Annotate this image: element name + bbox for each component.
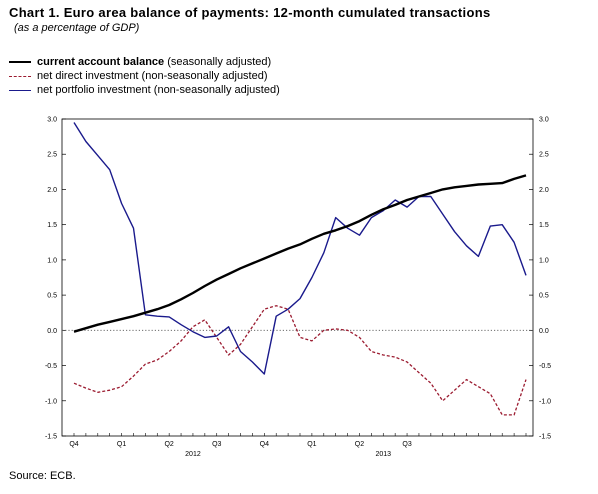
y-tick-label-right: -1.0 [539, 398, 551, 405]
y-tick-label-left: -1.5 [45, 434, 57, 441]
y-tick-label-right: 2.0 [539, 187, 549, 194]
y-tick-label-left: 3.0 [47, 117, 57, 124]
x-tick-label: Q3 [212, 441, 221, 448]
y-tick-label-right: -0.5 [539, 363, 551, 370]
y-tick-label-left: 1.0 [47, 257, 57, 264]
x-tick-label: Q2 [164, 441, 173, 448]
legend-item-current-account: current account balance (seasonally adju… [9, 55, 280, 69]
chart-title: Chart 1. Euro area balance of payments: … [9, 5, 491, 20]
y-tick-label-left: 2.5 [47, 152, 57, 159]
y-tick-label-right: 3.0 [539, 117, 549, 124]
legend-swatch-portfolio-investment [9, 89, 31, 91]
y-tick-label-right: 1.5 [539, 222, 549, 229]
legend: current account balance (seasonally adju… [9, 55, 280, 97]
legend-label-rest: (seasonally adjusted) [164, 56, 272, 68]
x-year-label: 2012 [185, 451, 201, 458]
legend-item-direct-investment: net direct investment (non-seasonally ad… [9, 69, 280, 83]
y-tick-label-left: -1.0 [45, 398, 57, 405]
legend-label: current account balance (seasonally adju… [37, 56, 271, 68]
y-tick-label-left: 2.0 [47, 187, 57, 194]
x-year-label: 2013 [375, 451, 391, 458]
y-tick-label-left: 0.5 [47, 293, 57, 300]
y-tick-label-left: 1.5 [47, 222, 57, 229]
legend-item-portfolio-investment: net portfolio investment (non-seasonally… [9, 83, 280, 97]
y-tick-label-right: 0.5 [539, 293, 549, 300]
source-note: Source: ECB. [9, 470, 76, 482]
x-tick-label: Q2 [355, 441, 364, 448]
x-tick-label: Q3 [402, 441, 411, 448]
y-tick-label-right: -1.5 [539, 434, 551, 441]
legend-swatch-current-account [9, 61, 31, 63]
x-tick-label: Q1 [307, 441, 316, 448]
series-line-direct-investment [73, 305, 527, 416]
x-tick-label: Q1 [117, 441, 126, 448]
y-tick-label-right: 2.5 [539, 152, 549, 159]
x-tick-label: Q4 [69, 441, 78, 448]
plot-frame [61, 118, 534, 437]
legend-label: net direct investment (non-seasonally ad… [37, 70, 268, 82]
series-line-current-account [73, 174, 527, 333]
legend-label: net portfolio investment (non-seasonally… [37, 84, 280, 96]
x-tick-label: Q4 [260, 441, 269, 448]
y-tick-label-left: -0.5 [45, 363, 57, 370]
y-tick-label-right: 0.0 [539, 328, 549, 335]
legend-label-bold: current account balance [37, 56, 165, 68]
legend-swatch-direct-investment [9, 75, 31, 77]
chart-subtitle: (as a percentage of GDP) [14, 22, 140, 34]
y-tick-label-right: 1.0 [539, 257, 549, 264]
y-tick-label-left: 0.0 [47, 328, 57, 335]
series-line-portfolio-investment [73, 122, 527, 375]
